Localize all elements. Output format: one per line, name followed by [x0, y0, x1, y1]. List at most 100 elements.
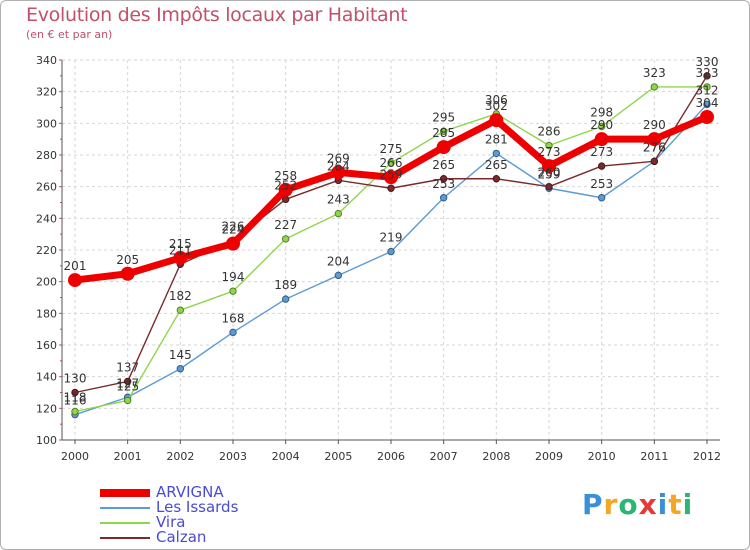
y-tick-label: 240	[36, 212, 57, 225]
legend-swatch	[100, 522, 150, 524]
data-label: 298	[590, 106, 613, 120]
logo-letter: o	[618, 488, 639, 521]
legend-item: Vira	[100, 513, 360, 531]
data-point	[384, 170, 398, 185]
y-tick-label: 120	[36, 402, 57, 415]
y-tick-label: 180	[36, 307, 57, 320]
data-point	[176, 365, 185, 373]
data-point	[387, 184, 395, 192]
data-point	[331, 165, 346, 180]
data-label: 211	[169, 243, 192, 257]
logo-letter: x	[638, 488, 658, 521]
y-tick-label: 340	[36, 54, 57, 67]
x-tick-label: 2012	[693, 450, 721, 463]
data-label: 260	[538, 166, 561, 180]
y-tick-label: 280	[36, 149, 57, 162]
data-point	[334, 209, 343, 218]
y-tick-label: 300	[36, 117, 57, 130]
chart-subtitle: (en € et par an)	[26, 28, 113, 41]
data-point	[700, 110, 714, 124]
y-tick-label: 320	[36, 86, 57, 99]
legend-swatch	[100, 507, 150, 509]
data-label: 127	[116, 376, 139, 390]
data-label: 189	[274, 278, 297, 292]
data-label: 168	[222, 311, 245, 325]
data-point	[229, 287, 237, 295]
legend-item: Les Issards	[100, 498, 360, 516]
data-point	[594, 132, 609, 147]
data-label: 205	[116, 253, 139, 267]
data-point	[387, 159, 395, 167]
x-tick-label: 2010	[588, 450, 616, 463]
data-label: 286	[538, 125, 561, 139]
data-point	[703, 72, 711, 80]
legend-swatch	[100, 489, 150, 497]
x-tick-label: 2009	[535, 450, 563, 463]
legend-label: Calzan	[156, 528, 207, 546]
data-label: 226	[222, 220, 245, 234]
data-label: 137	[116, 360, 139, 374]
logo-letter: P	[582, 488, 604, 521]
data-point	[597, 122, 606, 131]
legend-item: Calzan	[100, 528, 360, 546]
data-label: 253	[590, 177, 613, 191]
data-point	[436, 140, 451, 155]
logo-letter: i	[657, 488, 669, 521]
x-tick-label: 2006	[377, 450, 405, 463]
data-label: 285	[432, 126, 455, 140]
data-point	[334, 271, 343, 280]
data-point	[439, 127, 448, 135]
data-point	[229, 328, 237, 337]
data-label: 276	[643, 140, 666, 154]
data-label: 224	[222, 223, 245, 237]
x-tick-label: 2011	[640, 450, 668, 463]
data-label: 125	[116, 379, 139, 393]
y-tick-label: 200	[36, 276, 57, 289]
x-tick-label: 2008	[482, 450, 510, 463]
data-label: 194	[222, 270, 245, 284]
data-label: 273	[538, 145, 561, 159]
data-point	[647, 132, 662, 147]
data-label: 281	[485, 132, 508, 146]
data-point	[120, 266, 135, 281]
data-point	[703, 83, 711, 91]
legend-swatch	[100, 537, 150, 539]
x-tick-label: 2003	[219, 450, 247, 463]
data-label: 269	[327, 151, 350, 165]
data-label: 330	[696, 55, 719, 69]
data-label: 116	[64, 394, 87, 408]
data-point	[545, 182, 553, 191]
data-label: 252	[274, 178, 297, 192]
legend-label: Les Issards	[156, 498, 239, 516]
data-point	[71, 388, 79, 397]
data-point	[173, 250, 188, 265]
y-tick-label: 220	[36, 244, 57, 257]
data-label: 306	[485, 93, 508, 107]
data-label: 290	[590, 118, 613, 132]
y-tick-label: 140	[36, 371, 57, 384]
data-label: 118	[64, 391, 87, 405]
data-point	[650, 157, 659, 166]
data-point	[542, 159, 556, 174]
data-point	[545, 141, 553, 150]
data-label: 259	[380, 167, 403, 181]
data-label: 264	[327, 159, 350, 173]
data-point	[703, 100, 711, 109]
data-point	[226, 236, 240, 251]
data-label: 243	[327, 193, 350, 207]
data-label: 312	[696, 83, 719, 97]
x-tick-label: 2002	[166, 450, 194, 463]
data-point	[71, 407, 79, 416]
data-point	[68, 273, 82, 288]
data-point	[650, 83, 659, 91]
data-label: 265	[485, 158, 508, 172]
data-label: 215	[169, 237, 192, 251]
chart-title: Evolution des Impôts locaux par Habitant	[26, 4, 408, 26]
data-label: 290	[643, 118, 666, 132]
data-label: 275	[380, 142, 403, 156]
data-label: 227	[274, 218, 297, 232]
x-tick-label: 2005	[324, 450, 352, 463]
data-label: 302	[485, 99, 508, 113]
data-label: 266	[380, 156, 403, 170]
